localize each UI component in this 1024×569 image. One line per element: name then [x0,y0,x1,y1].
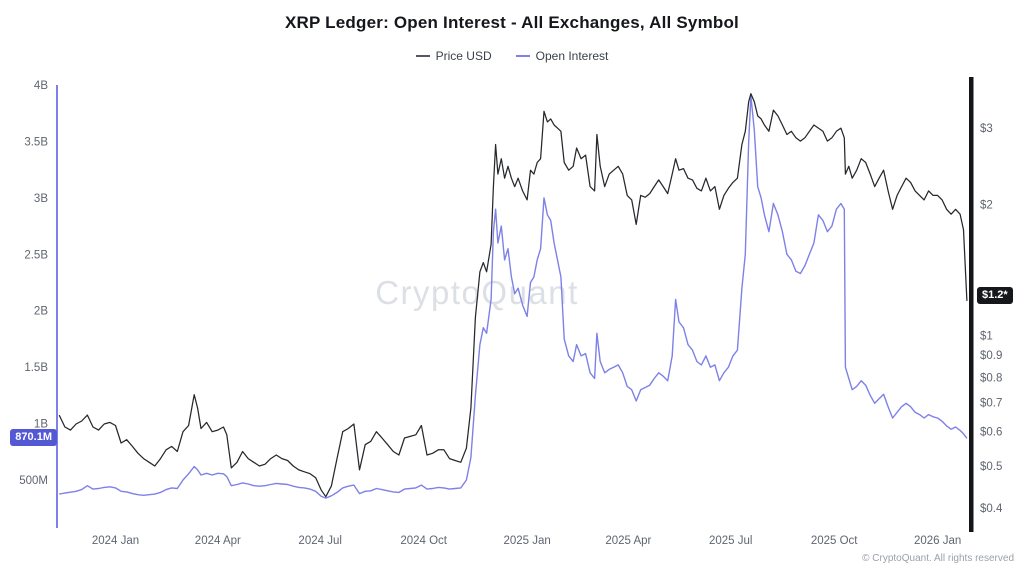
left-axis-tick-label: 2.5B [24,249,48,261]
right-axis-tick-label: $1 [980,330,993,342]
x-axis-tick-label: 2025 Jul [709,535,752,547]
right-axis-tick-label: $0.8 [980,372,1002,384]
x-axis-tick-label: 2025 Jan [503,535,550,547]
price-line [58,93,968,498]
left-axis-spine [56,85,58,528]
chart-title: XRP Ledger: Open Interest - All Exchange… [285,13,739,32]
right-axis-spine [969,77,974,532]
left-axis-tick-label: 1.5B [24,362,48,374]
x-axis-tick-label: 2025 Apr [605,535,651,547]
left-axis-tick-label: 3B [34,193,48,205]
legend-label-price: Price USD [435,49,492,63]
price-line-swatch [415,55,430,57]
right-axis-tick-label: $3 [980,123,993,135]
right-axis-tick-label: $0.6 [980,427,1002,439]
x-axis-tick-label: 2024 Apr [195,535,241,547]
open-interest-line-swatch [515,55,530,57]
open-interest-line [59,95,968,499]
legend-item-price[interactable]: Price USD [415,49,492,63]
right-axis-tick-label: $0.7 [980,398,1002,410]
left-axis-tick-label: 1B [34,419,48,431]
x-axis-tick-label: 2026 Jan [914,535,961,547]
right-axis-tick-label: $2 [980,200,993,212]
legend-label-open-interest: Open Interest [535,49,609,63]
left-axis-tick-label: 4B [34,80,48,92]
right-axis-tick-label: $0.4 [980,503,1003,515]
left-axis-tick-label: 2B [34,306,48,318]
x-axis-tick-label: 2024 Jul [298,535,341,547]
x-axis-tick-label: 2024 Oct [400,535,447,547]
left-axis-tick-label: 3.5B [24,136,48,148]
left-axis-tick-label: 500M [19,475,48,487]
x-axis-tick-label: 2025 Oct [811,535,858,547]
left-axis-badge: 870.1M [10,429,57,447]
right-axis-tick-label: $0.9 [980,350,1002,362]
x-axis-tick-label: 2024 Jan [92,535,139,547]
legend-item-open-interest[interactable]: Open Interest [515,49,609,63]
right-axis-tick-label: $0.5 [980,461,1002,473]
right-axis-badge: $1.2* [977,287,1013,305]
copyright-text: © CryptoQuant. All rights reserved [862,553,1014,564]
legend: Price USD Open Interest [0,49,1024,63]
